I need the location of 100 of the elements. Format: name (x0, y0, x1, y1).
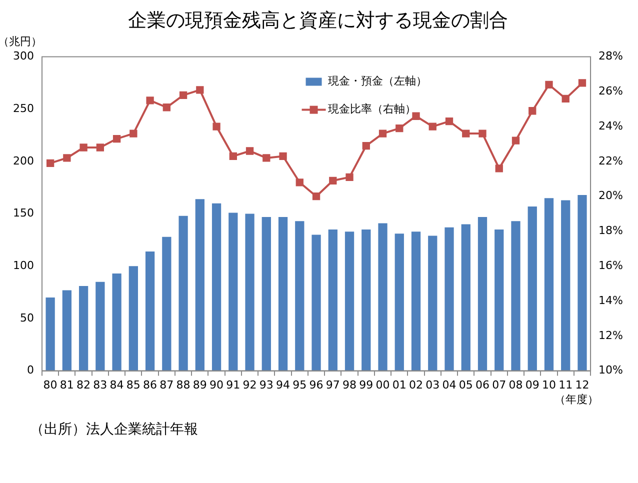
point (428, 122, 436, 130)
y-tick-label: 50 (20, 311, 34, 324)
bar (428, 236, 438, 371)
x-tick-label: 87 (160, 378, 174, 392)
bar (378, 223, 388, 371)
y-tick-label: 150 (12, 206, 34, 220)
point (146, 96, 154, 104)
x-tick-label: 82 (76, 378, 91, 392)
point (362, 142, 370, 150)
point (80, 144, 88, 152)
point (162, 104, 170, 112)
y2-tick-label: 10% (598, 364, 624, 377)
bar (178, 216, 188, 371)
point (578, 79, 586, 87)
x-tick-label: 84 (110, 378, 124, 392)
bar (444, 227, 454, 371)
bar (112, 273, 122, 371)
y-axis-title: （兆円） (0, 35, 42, 48)
y-tick-label: 100 (12, 258, 34, 272)
x-tick-label: 07 (492, 378, 506, 392)
y-tick-label: 300 (12, 50, 34, 63)
point (96, 144, 104, 152)
x-tick-label: 00 (376, 378, 390, 392)
point (112, 134, 121, 143)
x-tick-label: 95 (292, 378, 307, 392)
point (246, 147, 254, 155)
bar (312, 234, 321, 371)
y2-tick-label: 22% (598, 154, 624, 168)
y-tick-label: 0 (26, 364, 34, 377)
bar (328, 230, 338, 371)
point (545, 80, 553, 89)
point (495, 164, 503, 172)
x-tick-label: 86 (143, 378, 158, 392)
bar (46, 298, 55, 371)
point (196, 86, 204, 94)
x-tick-label: 89 (192, 378, 207, 392)
x-tick-label: 99 (359, 378, 374, 392)
x-tick-label: 11 (558, 378, 573, 392)
point (478, 130, 486, 138)
y2-tick-label: 24% (598, 119, 624, 132)
bar (162, 236, 172, 371)
point (179, 91, 188, 100)
text: （出所）法人企業統計年報 (30, 421, 198, 438)
bar (544, 198, 554, 371)
y2-tick-label: 16% (598, 258, 624, 272)
point (262, 154, 270, 162)
bar (195, 199, 204, 371)
bar (394, 234, 404, 371)
point (346, 173, 354, 181)
legend-label: 現金・預金（左軸） (328, 74, 427, 88)
point (528, 107, 536, 115)
x-tick-label: 94 (276, 378, 290, 392)
x-tick-label: 85 (126, 378, 140, 392)
x-tick-label: 10 (542, 378, 556, 392)
bar (478, 216, 488, 371)
chart-title: 企業の現預金残高と資産に対する現金の割合 (128, 9, 508, 32)
bar (228, 212, 238, 371)
point (512, 136, 520, 144)
point (63, 154, 71, 162)
x-tick-label: 04 (442, 378, 456, 392)
x-tick-label: 05 (458, 378, 473, 392)
y2-tick-label: 18% (598, 224, 624, 238)
point (562, 94, 570, 102)
bar (245, 214, 254, 371)
bar (295, 221, 304, 371)
bar (362, 230, 371, 371)
x-tick-label: 83 (93, 378, 108, 392)
x-tick-label: 02 (409, 378, 424, 392)
bar (96, 282, 105, 371)
bar (494, 230, 504, 371)
y2-tick-label: 20% (598, 189, 624, 202)
x-tick-label: 12 (575, 378, 590, 392)
bar (145, 251, 155, 371)
point (312, 192, 320, 200)
point (279, 152, 287, 160)
y-tick-label: 250 (12, 102, 34, 115)
point (46, 159, 54, 168)
y2-tick-label: 28% (598, 50, 624, 63)
x-tick-label: 08 (508, 378, 523, 392)
bar (528, 206, 537, 371)
bar (62, 290, 72, 371)
point (462, 130, 470, 138)
bar (262, 216, 271, 371)
legend-label: 現金比率（右軸） (328, 102, 416, 116)
bar (561, 200, 570, 371)
bar (128, 266, 138, 371)
y2-tick-label: 12% (598, 328, 624, 342)
x-tick-label: 80 (43, 378, 58, 392)
x-tick-label: 01 (392, 378, 406, 392)
x-tick-label: 96 (309, 378, 324, 392)
bar (411, 232, 421, 371)
point (229, 152, 237, 160)
x-tick-label: 97 (326, 378, 340, 392)
x-tick-label: 91 (226, 378, 240, 392)
x-axis-title: （年度） (554, 393, 599, 406)
x-tick-label: 03 (426, 378, 440, 392)
bar (78, 286, 88, 371)
x-tick-label: 90 (210, 378, 224, 392)
bar (511, 221, 520, 371)
bar (344, 232, 354, 371)
